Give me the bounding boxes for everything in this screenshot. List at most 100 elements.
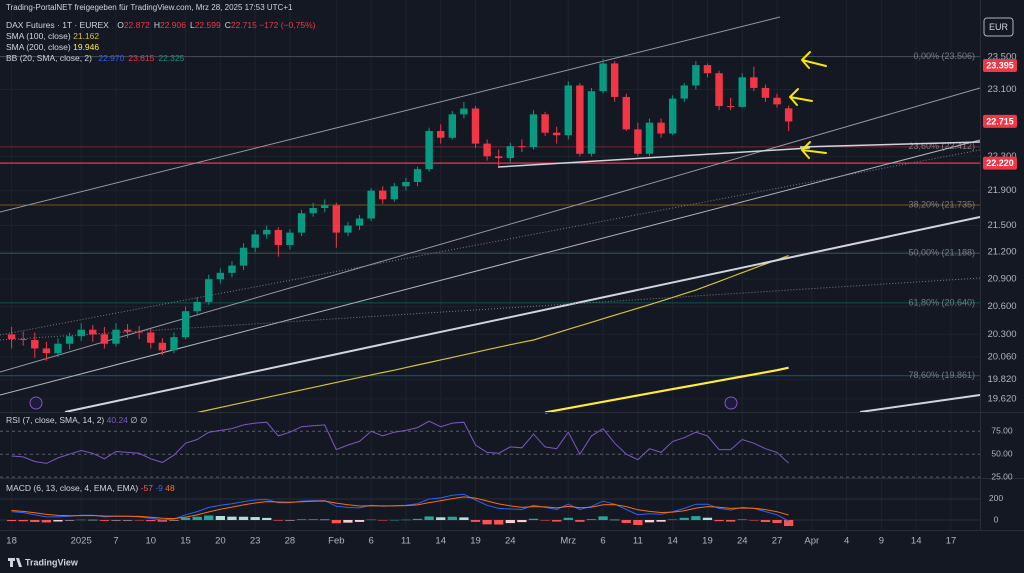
x-tick-label: 24 [737, 536, 748, 547]
candle-body [622, 96, 630, 130]
y-tick-label: 23.100 [987, 84, 1016, 95]
macd-histogram-bar [552, 520, 562, 522]
candle-body [518, 146, 526, 148]
macd-line [11, 496, 789, 520]
price-tag [983, 156, 1017, 170]
candle-body [181, 311, 190, 338]
y-tick-label: 21.900 [987, 185, 1016, 196]
y-tick-label: 19.620 [987, 393, 1016, 404]
x-tick-label: 4 [844, 536, 849, 547]
macd-histogram-bar [737, 519, 747, 521]
symbol: DAX Futures · 1T · EUREX [6, 20, 109, 30]
x-tick-label: 19 [702, 536, 713, 547]
candle-body [7, 334, 16, 340]
rsi-tick-label: 75.00 [991, 426, 1013, 436]
candle-body [147, 332, 155, 343]
symbol-legend: DAX Futures · 1T · EUREX O22.872 H22.906 L… [6, 20, 316, 30]
candle-body [680, 85, 688, 99]
rsi-line [11, 420, 789, 464]
axis-layer: 23.500 23.100 22.300 21.900 21.500 21.200 20.9… [6, 52, 1017, 547]
candle-body [367, 190, 375, 219]
x-tick-label: 20 [215, 536, 226, 547]
candle-body [65, 336, 74, 344]
x-tick-label: 9 [879, 536, 884, 547]
fib-label: 0,00% (23.506) [913, 51, 975, 61]
candle-body [309, 208, 317, 214]
candle-body [193, 301, 201, 312]
rsi-tick-label: 25.00 [991, 471, 1013, 481]
macd-histogram-bar [575, 520, 585, 522]
event-icons [29, 396, 738, 410]
macd-histogram-bar [714, 520, 724, 522]
candle-body [54, 343, 62, 354]
x-tick-label: 11 [401, 536, 411, 547]
indicator-value: 23.615 [128, 53, 154, 63]
currency[interactable]: EUR [989, 22, 1009, 32]
candle-body [715, 73, 723, 107]
candle-body [471, 108, 480, 144]
candle-body [77, 329, 85, 337]
indicator-value: 48 [165, 483, 175, 493]
macd-histogram-bar [273, 520, 283, 521]
price-tag-label: 22.715 [986, 116, 1014, 126]
macd-histogram-bar [250, 517, 260, 521]
event-icon [724, 396, 738, 410]
change: −172 (−0,75%) [259, 20, 315, 30]
macd-histogram-bar [343, 520, 353, 523]
macd-histogram-bar [169, 520, 179, 521]
x-tick-label: 2025 [71, 536, 92, 547]
macd-histogram-bar [204, 515, 214, 521]
macd-histogram-bar [563, 517, 573, 521]
dotted-line [0, 149, 981, 336]
indicator-value: 21.162 [73, 31, 99, 41]
candle-body [355, 218, 364, 226]
arrow [789, 88, 813, 106]
macd-histogram-bar [378, 520, 388, 521]
indicator-name: MACD (6, 13, close, 4, EMA, EMA) [6, 483, 138, 493]
ohlc-key: L [190, 20, 195, 30]
macd-histogram-bar [772, 520, 782, 524]
candle-body [274, 229, 283, 246]
price-tag [983, 114, 1017, 128]
macd-histogram-bar [621, 520, 631, 523]
x-tick-label: 7 [113, 536, 118, 547]
macd-tick-label: 200 [989, 493, 1003, 503]
macd-histogram-bar [679, 517, 689, 521]
fib-label: 38,20% (21.735) [908, 199, 975, 209]
y-tick-label: 19.820 [987, 374, 1016, 385]
candle-body [89, 329, 97, 335]
ohlc-value: 22.872 [124, 20, 150, 30]
channel-bottom [64, 216, 981, 413]
macd-histogram-bar [784, 520, 794, 527]
channel-line [0, 87, 981, 373]
price-tag-label: 22.220 [986, 158, 1014, 168]
macd-histogram-bar [99, 520, 110, 521]
macd-histogram-bar [470, 520, 481, 522]
candle-body [761, 87, 770, 98]
ohlc-key: H [154, 20, 160, 30]
macd-histogram-bar [180, 517, 191, 521]
x-tick-label: Mrz [560, 536, 576, 547]
rsi-legend: RSI (7, close, SMA, 14, 2) 40.24 ∅ ∅ [6, 415, 147, 425]
indicator-value: -9 [155, 483, 163, 493]
macd-histogram-bar [88, 519, 98, 521]
macd-histogram-bar [436, 517, 446, 521]
macd-histogram-bar [726, 520, 736, 522]
trend-lines [0, 16, 981, 413]
grid-layer [0, 0, 980, 530]
candle-body [750, 77, 758, 88]
macd-histogram-bar [505, 520, 515, 524]
macd-histogram-bar [157, 520, 168, 522]
price-tag-label: 23.395 [986, 60, 1014, 70]
sub-pane-layer [0, 420, 980, 527]
macd-histogram-bar [528, 518, 539, 521]
candle-body [425, 131, 433, 170]
macd-histogram-bar [749, 520, 759, 521]
candle-body [31, 339, 39, 349]
currency-button[interactable] [983, 17, 1014, 37]
x-tick-label: 6 [368, 536, 373, 547]
candle-body [599, 63, 607, 92]
macd-histogram-bar [41, 520, 52, 523]
bb-legend: BB (20, SMA, close, 2) 22.970 23.615 22.32… [6, 53, 185, 63]
